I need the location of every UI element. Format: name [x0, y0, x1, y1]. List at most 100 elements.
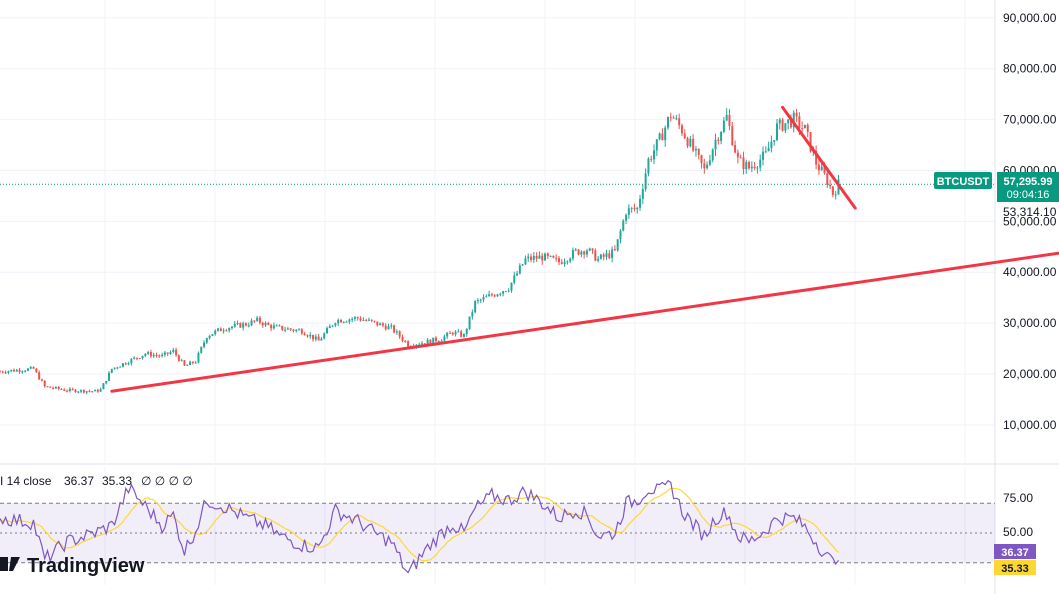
- trendline[interactable]: [781, 105, 857, 210]
- candle-body: [504, 291, 507, 293]
- candle-body: [557, 258, 560, 263]
- candle-body: [767, 148, 770, 152]
- candle-body: [367, 319, 370, 321]
- candle-body: [186, 364, 189, 366]
- candle-body: [493, 295, 496, 297]
- candle-body: [21, 371, 24, 373]
- candle-body: [689, 138, 692, 147]
- candle-body: [666, 117, 669, 128]
- price-tick-label: 90,000.00: [1003, 11, 1057, 25]
- candle-body: [300, 329, 303, 334]
- candle-body: [4, 372, 7, 374]
- candle-body: [331, 325, 334, 327]
- candle-body: [82, 389, 85, 393]
- trendlines[interactable]: [110, 105, 1059, 393]
- indicator-title[interactable]: I 14 close: [0, 474, 52, 488]
- candle-body: [745, 161, 748, 170]
- candle-body: [527, 256, 530, 259]
- candle-body: [775, 123, 778, 141]
- candle-body: [435, 337, 438, 342]
- candle-body: [571, 249, 574, 259]
- grid-lines: [0, 0, 996, 594]
- candle-body: [384, 325, 387, 330]
- candle-body: [339, 320, 342, 323]
- price-tick-label: 40,000.00: [1003, 265, 1057, 279]
- candle-body: [141, 355, 144, 359]
- candle-body: [535, 256, 538, 259]
- candle-body: [387, 326, 390, 330]
- candle-body: [541, 255, 544, 261]
- candle-body: [711, 149, 714, 161]
- rsi-badge-value: 36.37: [1001, 547, 1029, 559]
- rsi-ma-line: [0, 487, 839, 562]
- symbol-badge: [934, 172, 992, 189]
- candle-body: [211, 334, 214, 336]
- candle-body: [353, 317, 356, 319]
- candle-body: [138, 358, 141, 360]
- candle-body: [753, 166, 756, 169]
- candle-body: [295, 329, 298, 331]
- candle-body: [60, 388, 63, 390]
- candle-body: [633, 207, 636, 210]
- candle-body: [121, 363, 124, 367]
- candle-body: [102, 383, 105, 390]
- candle-body: [759, 159, 762, 168]
- candle-body: [524, 258, 527, 265]
- candle-body: [26, 368, 29, 371]
- candle-body: [99, 389, 102, 392]
- candle-body: [244, 323, 247, 326]
- candle-body: [694, 148, 697, 151]
- candle-body: [700, 155, 703, 164]
- candle-body: [720, 131, 723, 141]
- candle-body: [88, 391, 91, 393]
- rsi-tick-50: 50.00: [1003, 525, 1033, 539]
- price-axis[interactable]: 90,000.0080,000.0070,000.0060,000.0050,0…: [1003, 11, 1057, 432]
- candle-body: [820, 166, 823, 171]
- price-candles: [0, 108, 840, 395]
- candle-body: [630, 207, 633, 209]
- candle-body: [728, 114, 731, 127]
- candle-body: [490, 294, 493, 296]
- candle-body: [180, 360, 183, 362]
- trendline[interactable]: [110, 248, 1059, 393]
- candle-body: [71, 388, 74, 390]
- candle-body: [208, 335, 211, 339]
- candle-body: [482, 297, 485, 300]
- candle-body: [278, 325, 281, 327]
- candle-body: [555, 257, 558, 259]
- candle-body: [622, 220, 625, 231]
- candle-body: [398, 331, 401, 337]
- candle-body: [437, 341, 440, 343]
- candle-body: [94, 389, 97, 392]
- candle-body: [591, 248, 594, 251]
- candle-body: [530, 256, 533, 260]
- candle-body: [275, 325, 278, 327]
- tradingview-logo[interactable]: TradingView: [0, 555, 145, 577]
- candle-body: [708, 160, 711, 165]
- price-tick-label: 20,000.00: [1003, 367, 1057, 381]
- candle-body: [750, 166, 753, 169]
- candle-body: [12, 369, 15, 372]
- candle-body: [605, 253, 608, 257]
- candle-body: [585, 250, 588, 255]
- candle-body: [532, 256, 535, 260]
- candle-body: [426, 339, 429, 345]
- rsi-ma-value: 35.33: [102, 474, 132, 488]
- candle-body: [96, 389, 99, 392]
- candle-body: [309, 334, 312, 337]
- candle-body: [546, 253, 549, 257]
- candle-body: [460, 331, 463, 337]
- candle-body: [717, 139, 720, 141]
- candle-body: [829, 184, 832, 187]
- candle-body: [569, 258, 572, 262]
- candle-body: [608, 253, 611, 258]
- candle-body: [583, 251, 586, 255]
- candle-body: [281, 325, 284, 330]
- candle-body: [722, 120, 725, 132]
- candle-body: [110, 368, 113, 373]
- candle-body: [454, 331, 457, 335]
- candle-body: [734, 145, 737, 153]
- candle-body: [404, 340, 407, 342]
- candle-body: [538, 255, 541, 259]
